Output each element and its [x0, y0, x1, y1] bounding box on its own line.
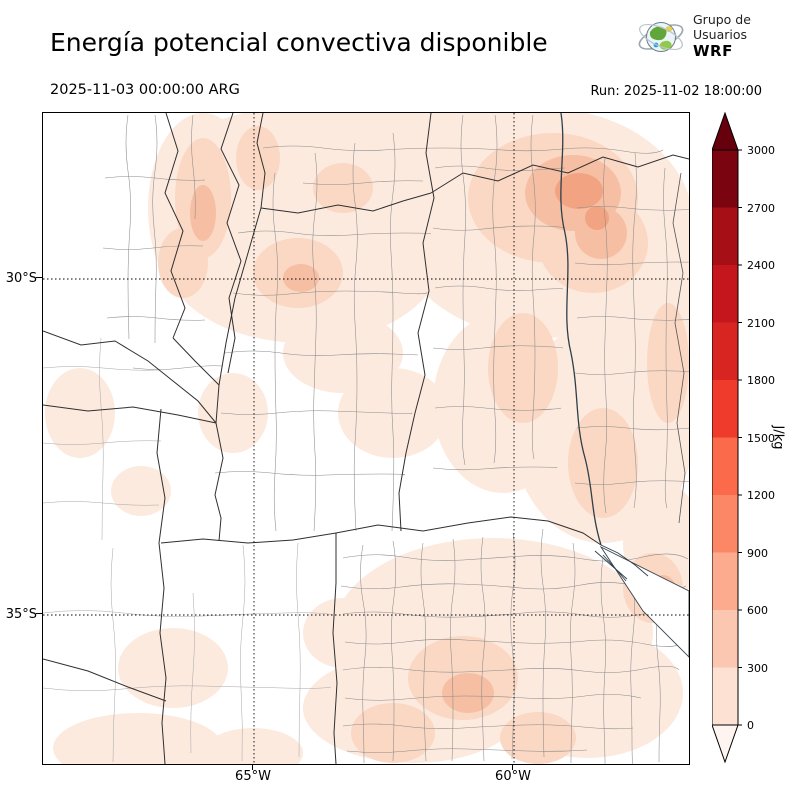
colorbar-tick-label: 0 [747, 719, 754, 732]
department-borders [102, 114, 689, 764]
parana-river [560, 113, 649, 582]
colorbar-ticks [738, 149, 742, 726]
lat-label-35s: 35°S [5, 607, 37, 622]
x-axis-tick [512, 764, 513, 770]
colorbar-tick-label: 1800 [747, 374, 775, 387]
colorbar-tick-label: 3000 [747, 144, 775, 157]
page-title: Energía potencial convectiva disponible [50, 28, 548, 57]
department-borders-sparse [43, 337, 334, 763]
gridlines [43, 113, 689, 764]
colorbar-unit-label: J/kg [770, 425, 786, 450]
colorbar-tick-label: 300 [747, 662, 768, 675]
colorbar-over-arrow [712, 112, 739, 151]
x-axis-tick [252, 764, 253, 770]
map-canvas [42, 112, 690, 765]
logo-org-line2: Usuarios [693, 27, 748, 43]
valid-time-label: 2025-11-03 00:00:00 ARG [50, 82, 240, 98]
colorbar-tick-label: 2100 [747, 317, 775, 330]
colorbar-tick-label: 900 [747, 547, 768, 560]
y-axis-tick [36, 613, 42, 614]
globe-icon [638, 22, 684, 52]
colorbar-tick-label: 2700 [747, 202, 775, 215]
logo-org-line3: WRF [693, 41, 733, 60]
lon-label-65w: 65°W [235, 769, 271, 784]
province-borders [43, 113, 689, 764]
logo-org-line1: Grupo de [693, 12, 751, 28]
wrf-logo: Grupo de Usuarios WRF [636, 12, 751, 62]
colorbar-tick-label: 1200 [747, 489, 775, 502]
run-time-label: Run: 2025-11-02 18:00:00 [590, 84, 762, 99]
colorbar-tick-label: 600 [747, 604, 768, 617]
uruguay-river-border [672, 172, 686, 524]
colorbar-tick-label: 1500 [747, 432, 775, 445]
colorbar-tick-label: 2400 [747, 259, 775, 272]
cape-shading-layer [45, 113, 689, 764]
colorbar-under-arrow [712, 724, 739, 763]
map-svg [43, 113, 689, 764]
rio-de-la-plata [599, 545, 689, 658]
lat-label-30s: 30°S [5, 271, 37, 286]
colorbar [712, 112, 742, 763]
y-axis-tick [36, 277, 42, 278]
lon-label-60w: 60°W [495, 769, 531, 784]
